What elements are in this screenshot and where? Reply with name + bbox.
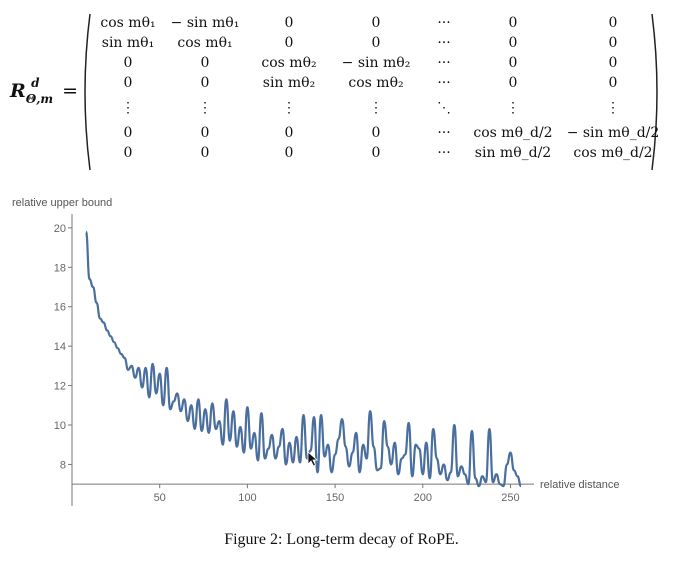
matrix-cell: 0 [371, 15, 381, 31]
matrix-cell: 0 [123, 55, 133, 71]
chart: 8 10 12 14 16 18 20 50 100 150 200 250 relative uppe… [0, 190, 683, 530]
y-tick-label: 14 [54, 341, 66, 353]
y-tick-label: 10 [54, 420, 66, 432]
y-tick-label: 8 [60, 459, 66, 471]
matrix-cell: ⋮ [282, 100, 296, 116]
matrix-cell: 0 [508, 15, 518, 31]
matrix-cell: 0 [608, 35, 618, 51]
matrix-cell: ⋮ [506, 100, 520, 116]
matrix-cell: 0 [200, 55, 210, 71]
matrix-cell: 0 [284, 145, 294, 161]
matrix-cell: 0 [123, 75, 133, 91]
matrix-cell: 0 [608, 15, 618, 31]
matrix-cell: 0 [508, 35, 518, 51]
figure-caption: Figure 2: Long-term decay of RoPE. [224, 531, 459, 548]
x-tick-label: 50 [154, 492, 166, 504]
equation-lhs: RΘ,m d = [10, 76, 79, 106]
matrix-cell: 0 [371, 125, 381, 141]
matrix-cell: ··· [437, 15, 451, 31]
y-tick-label: 16 [54, 302, 66, 314]
matrix-cell: cos mθ_d/2 [473, 125, 553, 141]
lhs-superscript: d [31, 76, 40, 90]
mouse-cursor-icon [307, 451, 319, 467]
matrix-cell: ··· [437, 35, 451, 51]
lhs-subscript: Θ,m [25, 92, 54, 106]
chart-svg: 8 10 12 14 16 18 20 50 100 150 200 250 relative uppe… [12, 197, 620, 506]
matrix-cell: 0 [200, 75, 210, 91]
matrix-cell: − sin mθ₂ [341, 55, 411, 71]
matrix-cell: ··· [437, 75, 451, 91]
series-line [84, 230, 522, 488]
lhs-symbol: R [10, 80, 26, 102]
x-tick-label: 150 [326, 492, 344, 504]
matrix-cell: 0 [123, 145, 133, 161]
matrix-cell: ⋮ [369, 100, 383, 116]
matrix-cell: ⋮ [606, 100, 620, 116]
matrix-cell: 0 [508, 75, 518, 91]
y-tick-label: 18 [54, 262, 66, 274]
matrix-cell: 0 [608, 55, 618, 71]
left-parenthesis [84, 13, 91, 171]
matrix-cell: 0 [123, 125, 133, 141]
matrix-cell: sin mθ₁ [101, 35, 155, 51]
x-tick-label: 250 [501, 492, 519, 504]
matrix-cell: 0 [508, 55, 518, 71]
matrix-cell: 0 [200, 125, 210, 141]
equals-sign: = [62, 80, 79, 102]
matrix-cell: ⋮ [198, 100, 212, 116]
matrix-cell: 0 [200, 145, 210, 161]
matrix-cell: − sin mθ_d/2 [566, 125, 660, 141]
matrix-cell: sin mθ₂ [262, 75, 316, 91]
y-tick-label: 20 [54, 223, 66, 235]
matrix-cell: ⋱ [437, 100, 451, 116]
y-tick-label: 12 [54, 381, 66, 393]
matrix-cell: ⋮ [121, 100, 135, 116]
x-tick-label: 200 [414, 492, 432, 504]
matrix-cell: cos mθ_d/2 [573, 145, 653, 161]
matrix-cell: 0 [284, 15, 294, 31]
matrix-cell: ··· [437, 125, 451, 141]
matrix-cell: sin mθ_d/2 [474, 145, 552, 161]
matrix-cell: − sin mθ₁ [170, 15, 240, 31]
matrix-cell: cos mθ₁ [177, 35, 233, 51]
matrix-cell: 0 [608, 75, 618, 91]
x-axis-label: relative distance [540, 479, 620, 491]
matrix-cell: 0 [284, 35, 294, 51]
matrix-cell: cos mθ₁ [100, 15, 156, 31]
matrix-cell: cos mθ₂ [261, 55, 317, 71]
x-tick-label: 100 [238, 492, 256, 504]
matrix-cell: 0 [284, 125, 294, 141]
right-parenthesis [651, 13, 658, 171]
matrix-cell: ··· [437, 55, 451, 71]
matrix-cell: ··· [437, 145, 451, 161]
matrix-cell: 0 [371, 145, 381, 161]
matrix-cell: 0 [371, 35, 381, 51]
y-axis-label: relative upper bound [12, 197, 112, 209]
matrix-cell: cos mθ₂ [348, 75, 404, 91]
